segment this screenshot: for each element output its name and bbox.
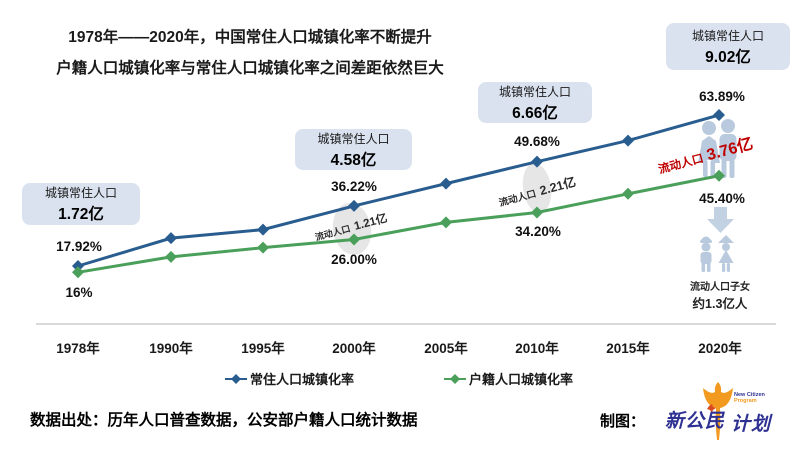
x-label-1995: 1995年 xyxy=(241,341,285,356)
credit-label: 制图： xyxy=(600,413,646,430)
adult-couple-icon xyxy=(698,119,737,178)
x-label-1978: 1978年 xyxy=(56,341,100,356)
logo-caption: New Citizen Program xyxy=(734,392,765,404)
label-resident-1978: 17.92% xyxy=(56,239,102,254)
title-line-1: 1978年——2020年，中国常住人口城镇化率不断提升 xyxy=(68,29,432,46)
callout-label: 城镇常住人口 xyxy=(691,28,764,43)
callout-label: 城镇常住人口 xyxy=(498,84,571,99)
data-point-marker xyxy=(257,223,269,236)
legend-marker-hukou-icon xyxy=(444,373,466,384)
label-hukou-1978: 16% xyxy=(65,285,93,300)
data-point-marker xyxy=(165,232,177,245)
callout-2010: 城镇常住人口 6.66亿 xyxy=(478,82,592,123)
data-point-marker xyxy=(440,216,452,229)
callout-2000: 城镇常住人口 4.58亿 xyxy=(295,129,412,170)
data-point-marker xyxy=(72,266,84,279)
x-label-2010: 2010年 xyxy=(515,341,559,356)
callout-value: 9.02亿 xyxy=(705,48,751,66)
children-caption: 流动人口子女 约1.3亿人 xyxy=(660,278,780,312)
label-hukou-2000: 26.00% xyxy=(331,252,377,267)
label-resident-2020: 63.89% xyxy=(699,89,745,104)
series-lines xyxy=(72,109,725,279)
logo-text-left: 新公民 xyxy=(665,411,726,432)
data-point-marker xyxy=(622,134,634,147)
callout-2020: 城镇常住人口 9.02亿 xyxy=(666,23,790,70)
down-arrow-icon xyxy=(707,207,734,233)
data-point-marker xyxy=(348,233,360,246)
x-label-1990: 1990年 xyxy=(149,341,193,356)
data-point-marker xyxy=(165,250,177,263)
callout-value: 6.66亿 xyxy=(512,104,558,122)
label-resident-2000: 36.22% xyxy=(331,179,377,194)
children-caption-line2: 约1.3亿人 xyxy=(692,297,748,311)
data-point-marker xyxy=(713,169,725,182)
x-label-2005: 2005年 xyxy=(424,341,468,356)
flow-highlight-ellipse-2010 xyxy=(522,163,552,213)
ginkgo-leaf-icon xyxy=(703,382,733,440)
series-line xyxy=(77,113,720,268)
children-caption-line1: 流动人口子女 xyxy=(690,282,750,293)
callout-value: 1.72亿 xyxy=(58,206,104,223)
data-point-marker xyxy=(257,241,269,254)
label-hukou-2020: 45.40% xyxy=(699,191,745,206)
legend-label-resident: 常住人口城镇化率 xyxy=(250,372,355,387)
label-hukou-2010: 34.20% xyxy=(515,224,561,239)
title-line-2: 户籍人口城镇化率与常住人口城镇化率之间差距依然巨大 xyxy=(56,60,444,77)
callout-label: 城镇常住人口 xyxy=(44,186,117,200)
x-label-2000: 2000年 xyxy=(332,341,376,356)
legend-label-hukou: 户籍人口城镇化率 xyxy=(469,372,574,387)
children-icon xyxy=(700,235,734,272)
callout-1978: 城镇常住人口 1.72亿 xyxy=(22,183,140,225)
legend-item-resident: 常住人口城镇化率 xyxy=(225,369,354,388)
data-point-marker xyxy=(622,187,634,200)
legend-marker-resident-icon xyxy=(225,373,247,384)
x-label-2020: 2020年 xyxy=(698,341,742,356)
series-line xyxy=(77,174,720,274)
new-citizen-program-logo: 新公民 计划 New Citizen Program xyxy=(655,382,795,446)
logo-caption-line1: New Citizen xyxy=(734,392,765,398)
callout-value: 4.58亿 xyxy=(330,151,377,169)
x-label-2015: 2015年 xyxy=(606,341,650,356)
callout-label: 城镇常住人口 xyxy=(317,131,390,146)
data-point-marker xyxy=(713,109,725,122)
data-source-text: 数据出处：历年人口普查数据，公安部户籍人口统计数据 xyxy=(30,412,418,429)
data-point-marker xyxy=(531,155,543,168)
legend-item-hukou: 户籍人口城镇化率 xyxy=(444,369,573,388)
logo-caption-line2: Program xyxy=(734,398,757,404)
data-point-marker xyxy=(440,177,452,190)
label-resident-2010: 49.68% xyxy=(514,134,560,149)
data-point-marker xyxy=(72,260,84,272)
page-title: 1978年——2020年，中国常住人口城镇化率不断提升 户籍人口城镇化率与常住人… xyxy=(0,22,500,84)
logo-text-right: 计划 xyxy=(731,414,772,435)
data-point-marker xyxy=(531,206,543,219)
data-point-marker xyxy=(348,199,360,212)
